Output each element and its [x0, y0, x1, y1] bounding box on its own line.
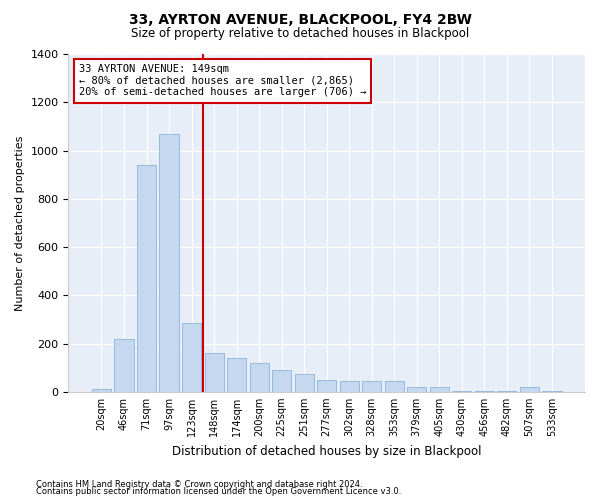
Text: Size of property relative to detached houses in Blackpool: Size of property relative to detached ho… [131, 28, 469, 40]
Bar [475, 390, 494, 392]
Bar [385, 381, 404, 392]
Text: Contains HM Land Registry data © Crown copyright and database right 2024.: Contains HM Land Registry data © Crown c… [36, 480, 362, 489]
Bar [137, 165, 156, 392]
Bar [542, 390, 562, 392]
Bar [250, 363, 269, 392]
X-axis label: Distribution of detached houses by size in Blackpool: Distribution of detached houses by size … [172, 444, 481, 458]
Bar [182, 323, 201, 392]
Bar [92, 390, 111, 392]
Bar [340, 381, 359, 392]
Bar [295, 374, 314, 392]
Bar [272, 370, 291, 392]
Bar [497, 390, 517, 392]
Bar [430, 388, 449, 392]
Bar [160, 134, 179, 392]
Bar [205, 353, 224, 392]
Bar [317, 380, 336, 392]
Bar [452, 390, 472, 392]
Y-axis label: Number of detached properties: Number of detached properties [15, 135, 25, 310]
Text: 33, AYRTON AVENUE, BLACKPOOL, FY4 2BW: 33, AYRTON AVENUE, BLACKPOOL, FY4 2BW [128, 12, 472, 26]
Bar [520, 388, 539, 392]
Bar [115, 338, 134, 392]
Bar [407, 387, 427, 392]
Text: Contains public sector information licensed under the Open Government Licence v3: Contains public sector information licen… [36, 487, 401, 496]
Text: 33 AYRTON AVENUE: 149sqm
← 80% of detached houses are smaller (2,865)
20% of sem: 33 AYRTON AVENUE: 149sqm ← 80% of detach… [79, 64, 366, 98]
Bar [362, 381, 382, 392]
Bar [227, 358, 246, 392]
